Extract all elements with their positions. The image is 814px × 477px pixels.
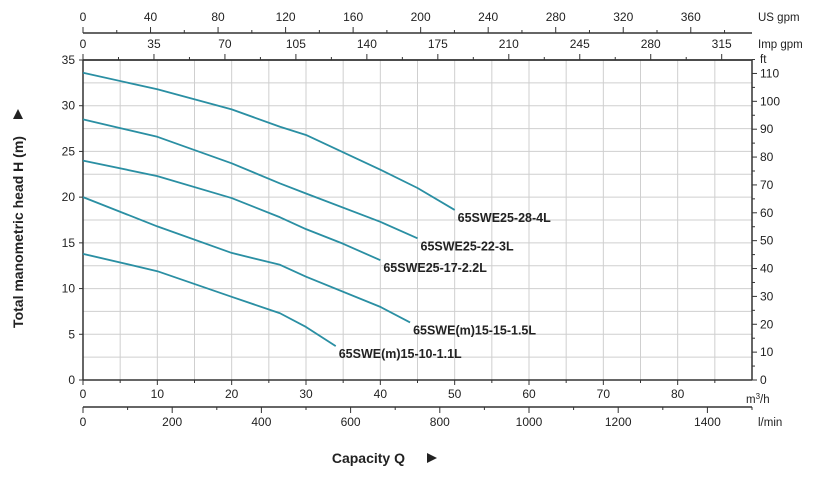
curve-65SWE25-28-4L <box>82 71 456 211</box>
x-tick-label: 40 <box>374 387 388 401</box>
curve-65SWE(m)15-10-1.1L <box>82 252 337 347</box>
us-gpm-tick-label: 120 <box>276 10 296 24</box>
ft-tick-label: 100 <box>760 94 780 108</box>
curve-65SWE(m)15-15-1.5L <box>82 196 411 324</box>
imp-gpm-tick-label: 0 <box>80 37 87 51</box>
imp-gpm-tick-label: 245 <box>570 37 590 51</box>
l-min-tick-label: 800 <box>430 415 450 429</box>
us-gpm-unit-label: US gpm <box>758 12 800 24</box>
y-tick-label: 10 <box>62 282 76 296</box>
y-tick-label: 5 <box>68 327 75 341</box>
imp-gpm-tick-label: 140 <box>357 37 377 51</box>
us-gpm-tick-label: 160 <box>343 10 363 24</box>
curve-65SWE25-22-3L <box>82 118 418 240</box>
curves: 65SWE25-28-4L 65SWE25-22-3L 65SWE25-17-2.2… <box>82 71 551 361</box>
curve-label: 65SWE25-17-2.2L <box>383 261 487 275</box>
ft-tick-label: 30 <box>760 289 774 303</box>
x-tick-label: 10 <box>151 387 165 401</box>
ft-tick-label: 40 <box>760 262 774 276</box>
x-axis-arrow-icon <box>427 453 437 463</box>
grid <box>83 60 752 380</box>
y-tick-label: 30 <box>62 99 76 113</box>
imp-gpm-tick-label: 105 <box>286 37 306 51</box>
y-tick-label: 0 <box>68 373 75 387</box>
y-axis-title: Total manometric head H (m) <box>10 136 26 328</box>
y-tick-label: 25 <box>62 144 76 158</box>
l-min-tick-label: 600 <box>341 415 361 429</box>
imp-gpm-tick-label: 210 <box>499 37 519 51</box>
x-tick-label: 50 <box>448 387 462 401</box>
ft-tick-label: 20 <box>760 317 774 331</box>
ft-tick-label: 50 <box>760 234 774 248</box>
x-axis-title: Capacity Q <box>332 450 405 466</box>
imp-gpm-tick-label: 315 <box>712 37 732 51</box>
us-gpm-tick-label: 40 <box>144 10 158 24</box>
ft-tick-label: 0 <box>760 373 767 387</box>
ft-unit-label: ft <box>760 54 767 66</box>
imp-gpm-tick-label: 70 <box>218 37 232 51</box>
x-tick-label: 0 <box>80 387 87 401</box>
y-axis-arrow-icon <box>13 109 23 119</box>
l-min-tick-label: 400 <box>251 415 271 429</box>
us-gpm-tick-label: 280 <box>546 10 566 24</box>
us-gpm-tick-label: 320 <box>613 10 633 24</box>
us-gpm-tick-label: 80 <box>211 10 225 24</box>
x-tick-label: 80 <box>671 387 685 401</box>
x-tick-label: 30 <box>299 387 313 401</box>
l-min-tick-label: 200 <box>162 415 182 429</box>
l-min-unit-label: l/min <box>758 417 782 429</box>
us-gpm-tick-label: 0 <box>80 10 87 24</box>
l-min-tick-label: 0 <box>80 415 87 429</box>
curve-label: 65SWE25-28-4L <box>458 211 551 225</box>
y-tick-label: 15 <box>62 236 76 250</box>
ft-tick-label: 80 <box>760 150 774 164</box>
curve-label: 65SWE(m)15-10-1.1L <box>339 347 462 361</box>
curve-label: 65SWE(m)15-15-1.5L <box>413 323 536 337</box>
us-gpm-tick-label: 360 <box>681 10 701 24</box>
us-gpm-tick-label: 200 <box>411 10 431 24</box>
ft-tick-label: 10 <box>760 345 774 359</box>
axes: 0 5 10 15 20 25 30 35 0 10 20 30 40 50 60 70 80 m3/h 0 40 80… <box>62 10 803 429</box>
curve-65SWE25-17-2.2L <box>82 159 381 262</box>
curve-label: 65SWE25-22-3L <box>421 239 514 253</box>
l-min-tick-label: 1400 <box>694 415 721 429</box>
imp-gpm-tick-label: 35 <box>147 37 161 51</box>
ft-tick-label: 60 <box>760 206 774 220</box>
imp-gpm-tick-label: 175 <box>428 37 448 51</box>
us-gpm-tick-label: 240 <box>478 10 498 24</box>
y-tick-label: 20 <box>62 190 76 204</box>
l-min-tick-label: 1000 <box>516 415 543 429</box>
imp-gpm-tick-label: 280 <box>641 37 661 51</box>
y-tick-label: 35 <box>62 53 76 67</box>
x-tick-label: 70 <box>597 387 611 401</box>
ft-tick-label: 70 <box>760 178 774 192</box>
ft-tick-label: 110 <box>760 66 779 80</box>
x-tick-label: 60 <box>522 387 536 401</box>
x-tick-label: 20 <box>225 387 239 401</box>
x-unit-label: m3/h <box>746 392 770 406</box>
l-min-tick-label: 1200 <box>605 415 632 429</box>
imp-gpm-unit-label: Imp gpm <box>758 39 803 51</box>
ft-tick-label: 90 <box>760 122 774 136</box>
